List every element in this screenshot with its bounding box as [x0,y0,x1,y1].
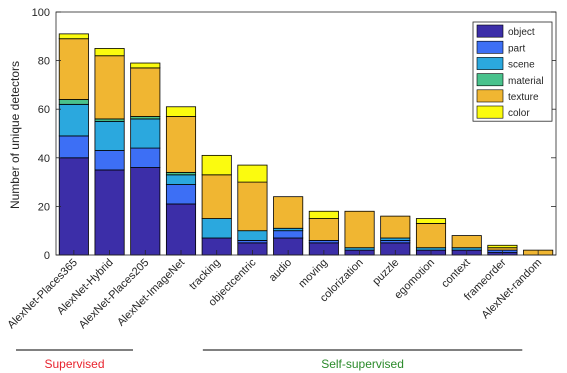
bar-segment-texture [344,210,375,249]
legend-swatch-texture [476,89,504,103]
bar-segment-scene [165,174,197,185]
bar-segment-scene [201,218,232,239]
x-tick-label: tracking [187,257,223,293]
bar-segment-texture [451,235,482,249]
legend-swatch-scene [476,57,504,70]
bar-segment-color [58,33,89,40]
y-tick-label: 40 [38,153,50,165]
bar-segment-part [94,150,125,171]
x-tick-labels: AlexNet-Places365AlexNet-HybridAlexNet-P… [5,256,544,331]
bar-segment-texture [380,215,411,239]
bar-segment-texture [94,55,125,120]
bar-segment-color [130,62,161,69]
group-annotations: Supervised Self-supervised [16,349,523,371]
legend-label-color: color [508,108,530,119]
bar-segment-object [165,203,197,256]
bar-segment-part [165,184,197,205]
bar-segment-scene [130,118,161,149]
y-axis-title: Number of unique detectors [8,61,22,209]
x-tick-label: audio [267,257,295,285]
bar-segment-scene [94,120,125,151]
bar-segment-texture [58,38,89,100]
bar-segment-texture [130,67,161,117]
bar-segment-object [130,167,161,256]
y-tick-label: 60 [38,104,50,116]
x-tick-label: moving [296,257,330,291]
bar-segment-color [308,210,339,219]
y-tick-label: 100 [32,7,50,19]
legend-swatch-part [476,40,504,54]
bar-segment-texture [308,218,339,241]
legend-label-object: object [508,27,535,38]
bar-segment-object [94,169,125,256]
legend-swatch-object [476,24,504,38]
legend-label-material: material [508,76,544,87]
bar-segment-scene [237,230,268,241]
bar-segment-texture [237,181,268,232]
bar-segment-part [273,230,304,239]
legend-box [472,21,553,122]
plot-frame [55,11,557,256]
legend-swatch-color [476,105,504,119]
bar-segment-part [58,135,89,159]
x-tick-label: puzzle [370,257,401,288]
bar-segment-part [130,147,161,168]
bar-segment-color [237,164,268,183]
y-tick-label: 0 [44,250,50,262]
bar-segment-texture [273,196,304,229]
bar-segment-material [58,99,89,105]
legend-swatch-material [476,73,504,87]
bar-segment-color [165,106,197,117]
bar-segment-texture [201,174,232,219]
bar-segment-scene [58,103,89,137]
legend-label-scene: scene [508,60,535,71]
axes-layer: 0 20 40 60 80 100 [32,7,557,262]
x-tick-label: AlexNet-ImageNet [115,257,187,329]
bar-segment-object [58,157,89,256]
bar-segment-color [94,48,125,57]
bar-segment-color [415,218,447,224]
bars-layer [58,33,554,256]
bar-segment-color [201,154,232,176]
group-label: Supervised [44,357,104,371]
x-tick-label: context [439,257,473,291]
legend-label-texture: texture [508,92,539,103]
bar-segment-color [487,244,518,249]
legend: object part scene material texture color [472,21,553,122]
bar-segment-texture [165,116,197,173]
legend-label-part: part [508,43,525,54]
y-tick-label: 20 [38,201,50,213]
y-tick-label: 80 [38,56,50,68]
bar-segment-texture [415,223,447,249]
group-label: Self-supervised [321,357,404,371]
